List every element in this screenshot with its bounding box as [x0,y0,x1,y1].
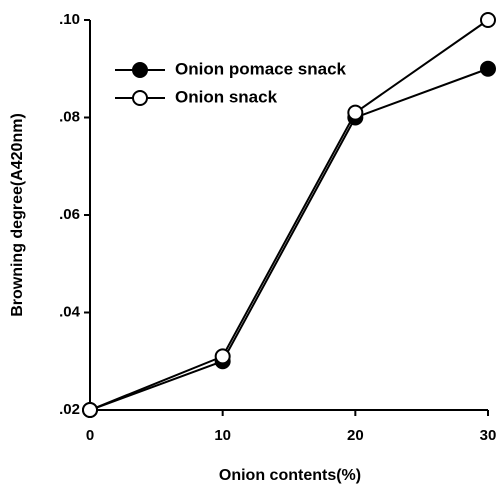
y-tick-label: .08 [59,108,80,125]
y-tick-label: .02 [59,401,80,418]
data-point [480,12,496,28]
data-point [214,348,231,365]
x-tick-label: 20 [347,427,364,444]
x-tick-label: 30 [480,427,496,444]
y-tick-label: .10 [59,11,80,28]
legend-label: Onion pomace snack [175,59,347,78]
x-tick-label: 0 [86,427,94,444]
x-tick-label: 10 [214,427,231,444]
legend-label: Onion snack [175,87,278,106]
data-point [347,104,364,121]
legend-marker [132,62,148,78]
data-point [82,402,98,418]
legend-marker [132,90,148,106]
series-line [89,67,489,411]
data-point [480,60,496,77]
series-line [89,19,489,411]
y-tick-label: .04 [59,303,81,320]
y-axis-label: Browning degree(A420nm) [9,113,26,317]
x-axis-label: Onion contents(%) [219,467,361,484]
y-tick-label: .06 [59,206,80,223]
